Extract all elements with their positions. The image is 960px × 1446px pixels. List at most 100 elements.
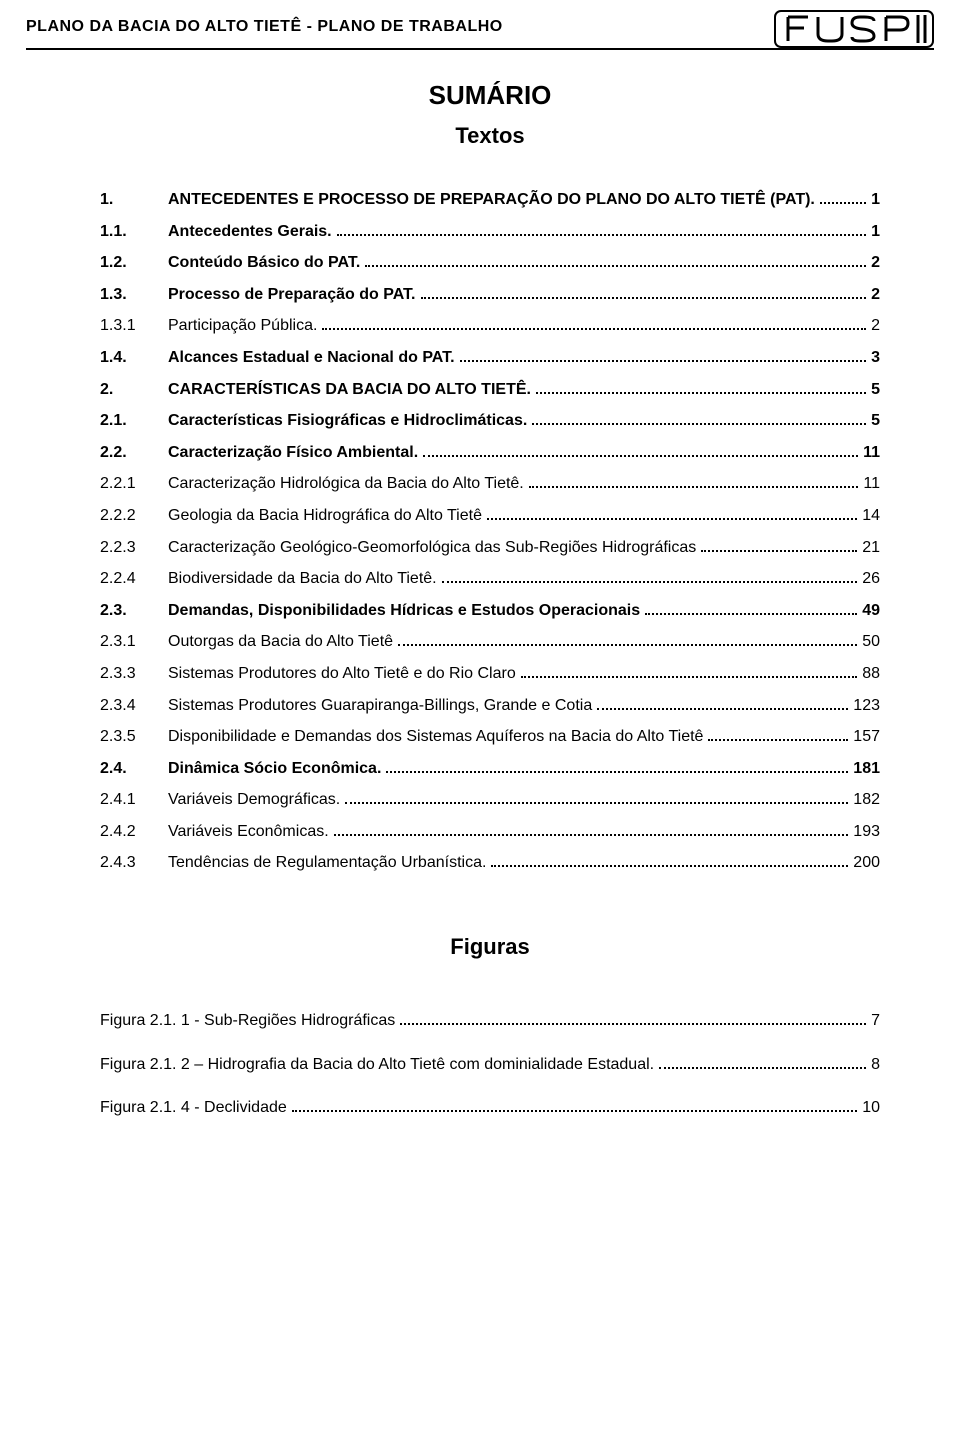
toc-number: 2.2.1 — [100, 473, 168, 495]
toc-label: Antecedentes Gerais. — [168, 221, 334, 243]
toc-entry: 2.3.Demandas, Disponibilidades Hídricas … — [100, 600, 880, 622]
toc-leader-dots — [442, 581, 858, 583]
toc-page: 14 — [860, 505, 880, 527]
toc-leader-dots — [365, 265, 866, 267]
toc-page: 1 — [869, 189, 880, 211]
header-rule — [26, 48, 934, 50]
figure-entry: Figura 2.1. 1 - Sub-Regiões Hidrográfica… — [100, 1010, 880, 1032]
toc-page: 3 — [869, 347, 880, 369]
toc-leader-dots — [345, 802, 848, 804]
toc-leader-dots — [708, 739, 848, 741]
toc-label: Processo de Preparação do PAT. — [168, 284, 418, 306]
toc-entry: 2.CARACTERÍSTICAS DA BACIA DO ALTO TIETÊ… — [100, 379, 880, 401]
toc-number: 1.2. — [100, 252, 168, 274]
toc-entry: 2.2.1Caracterização Hidrológica da Bacia… — [100, 473, 880, 495]
toc-leader-dots — [322, 328, 866, 330]
toc-label: Dinâmica Sócio Econômica. — [168, 758, 383, 780]
toc-leader-dots — [521, 676, 857, 678]
toc-number: 2.4.3 — [100, 852, 168, 874]
toc-entry: 2.4.Dinâmica Sócio Econômica.181 — [100, 758, 880, 780]
toc-page: 26 — [860, 568, 880, 590]
toc-number: 1.4. — [100, 347, 168, 369]
toc-entry: 2.4.2Variáveis Econômicas. 193 — [100, 821, 880, 843]
toc-page: 50 — [860, 631, 880, 653]
toc-page: 88 — [860, 663, 880, 685]
figure-entry: Figura 2.1. 2 – Hidrografia da Bacia do … — [100, 1054, 880, 1076]
toc-label: Variáveis Demográficas. — [168, 789, 342, 811]
toc-label: Características Fisiográficas e Hidrocli… — [168, 410, 529, 432]
toc-leader-dots — [421, 297, 867, 299]
toc-page: 157 — [851, 726, 880, 748]
toc-page: 123 — [851, 695, 880, 717]
toc-entry: 2.1.Características Fisiográficas e Hidr… — [100, 410, 880, 432]
toc-page: 5 — [869, 379, 880, 401]
figure-page: 8 — [869, 1054, 880, 1076]
figure-label: Figura 2.1. 4 - Declividade — [100, 1097, 289, 1119]
toc-label: Caracterização Físico Ambiental. — [168, 442, 420, 464]
toc-number: 1. — [100, 189, 168, 211]
toc-entry: 1.1.Antecedentes Gerais.1 — [100, 221, 880, 243]
toc-leader-dots — [645, 613, 857, 615]
figure-entry: Figura 2.1. 4 - Declividade 10 — [100, 1097, 880, 1119]
logo — [774, 10, 934, 48]
toc-label: Sistemas Produtores do Alto Tietê e do R… — [168, 663, 518, 685]
toc-label: Outorgas da Bacia do Alto Tietê — [168, 631, 395, 653]
toc-page: 181 — [851, 758, 880, 780]
toc-page: 2 — [869, 252, 880, 274]
toc-label: ANTECEDENTES E PROCESSO DE PREPARAÇÃO DO… — [168, 189, 817, 211]
figure-leader-dots — [659, 1067, 866, 1069]
toc-number: 2.3.5 — [100, 726, 168, 748]
toc-entry: 2.4.3Tendências de Regulamentação Urbaní… — [100, 852, 880, 874]
toc-label: Geologia da Bacia Hidrográfica do Alto T… — [168, 505, 484, 527]
figure-page: 7 — [869, 1010, 880, 1032]
toc-number: 2.3.4 — [100, 695, 168, 717]
toc-leader-dots — [337, 234, 866, 236]
toc-page: 193 — [851, 821, 880, 843]
toc-number: 1.3. — [100, 284, 168, 306]
toc-entry: 1.3.1Participação Pública.2 — [100, 315, 880, 337]
toc-page: 49 — [860, 600, 880, 622]
figure-leader-dots — [400, 1023, 866, 1025]
toc-leader-dots — [460, 360, 866, 362]
toc-entry: 1.3.Processo de Preparação do PAT.2 — [100, 284, 880, 306]
toc-number: 2.2.4 — [100, 568, 168, 590]
figure-label: Figura 2.1. 1 - Sub-Regiões Hidrográfica… — [100, 1010, 397, 1032]
toc-label: Caracterização Geológico-Geomorfológica … — [168, 537, 698, 559]
toc-label: Disponibilidade e Demandas dos Sistemas … — [168, 726, 705, 748]
toc-entry: 2.2.Caracterização Físico Ambiental.11 — [100, 442, 880, 464]
toc-entry: 2.2.2Geologia da Bacia Hidrográfica do A… — [100, 505, 880, 527]
toc-leader-dots — [701, 550, 857, 552]
toc-number: 2.4.2 — [100, 821, 168, 843]
toc-entry: 2.3.3Sistemas Produtores do Alto Tietê e… — [100, 663, 880, 685]
toc-label: Demandas, Disponibilidades Hídricas e Es… — [168, 600, 642, 622]
figure-label: Figura 2.1. 2 – Hidrografia da Bacia do … — [100, 1054, 656, 1076]
toc-leader-dots — [487, 518, 857, 520]
header-title: PLANO DA BACIA DO ALTO TIETÊ - PLANO DE … — [26, 18, 503, 40]
toc-page: 11 — [861, 473, 880, 495]
toc-entry: 2.2.3Caracterização Geológico-Geomorfoló… — [100, 537, 880, 559]
toc-label: Conteúdo Básico do PAT. — [168, 252, 362, 274]
toc-entry: 1.2.Conteúdo Básico do PAT. 2 — [100, 252, 880, 274]
toc-leader-dots — [820, 202, 866, 204]
toc-label: Variáveis Econômicas. — [168, 821, 331, 843]
toc-entry: 2.3.5Disponibilidade e Demandas dos Sist… — [100, 726, 880, 748]
toc-leader-dots — [529, 486, 859, 488]
toc-entry: 2.3.4Sistemas Produtores Guarapiranga-Bi… — [100, 695, 880, 717]
toc-leader-dots — [536, 392, 866, 394]
toc-entry: 2.4.1Variáveis Demográficas.182 — [100, 789, 880, 811]
toc-leader-dots — [491, 865, 848, 867]
toc-label: Participação Pública. — [168, 315, 319, 337]
title-textos: Textos — [100, 123, 880, 149]
figure-leader-dots — [292, 1110, 857, 1112]
toc-leader-dots — [423, 455, 858, 457]
fusp-logo-icon — [774, 10, 934, 48]
page-header: PLANO DA BACIA DO ALTO TIETÊ - PLANO DE … — [0, 0, 960, 48]
content: SUMÁRIO Textos 1.ANTECEDENTES E PROCESSO… — [0, 80, 960, 1119]
figure-page: 10 — [860, 1097, 880, 1119]
toc-list: 1.ANTECEDENTES E PROCESSO DE PREPARAÇÃO … — [100, 189, 880, 874]
toc-label: Biodiversidade da Bacia do Alto Tietê. — [168, 568, 439, 590]
toc-leader-dots — [532, 423, 866, 425]
toc-page: 21 — [860, 537, 880, 559]
toc-number: 2.4.1 — [100, 789, 168, 811]
toc-leader-dots — [597, 708, 848, 710]
